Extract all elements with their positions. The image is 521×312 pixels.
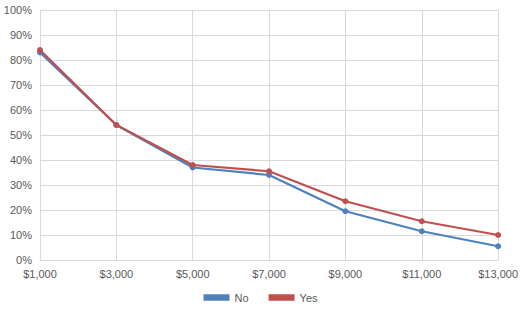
svg-text:10%: 10%	[10, 229, 32, 241]
svg-text:$1,000: $1,000	[23, 268, 57, 280]
svg-text:90%: 90%	[10, 29, 32, 41]
svg-text:40%: 40%	[10, 154, 32, 166]
svg-text:$9,000: $9,000	[329, 268, 363, 280]
svg-text:100%: 100%	[4, 4, 32, 16]
svg-text:60%: 60%	[10, 104, 32, 116]
svg-text:$5,000: $5,000	[176, 268, 210, 280]
svg-text:50%: 50%	[10, 129, 32, 141]
svg-text:$13,000: $13,000	[478, 268, 518, 280]
svg-text:80%: 80%	[10, 54, 32, 66]
svg-text:$11,000: $11,000	[402, 268, 441, 280]
svg-text:Yes: Yes	[300, 292, 318, 304]
svg-text:No: No	[234, 292, 248, 304]
svg-text:20%: 20%	[10, 204, 32, 216]
svg-text:70%: 70%	[10, 79, 32, 91]
svg-text:$7,000: $7,000	[252, 268, 286, 280]
svg-text:$3,000: $3,000	[100, 268, 134, 280]
svg-text:0%: 0%	[16, 254, 32, 266]
svg-text:30%: 30%	[10, 179, 32, 191]
